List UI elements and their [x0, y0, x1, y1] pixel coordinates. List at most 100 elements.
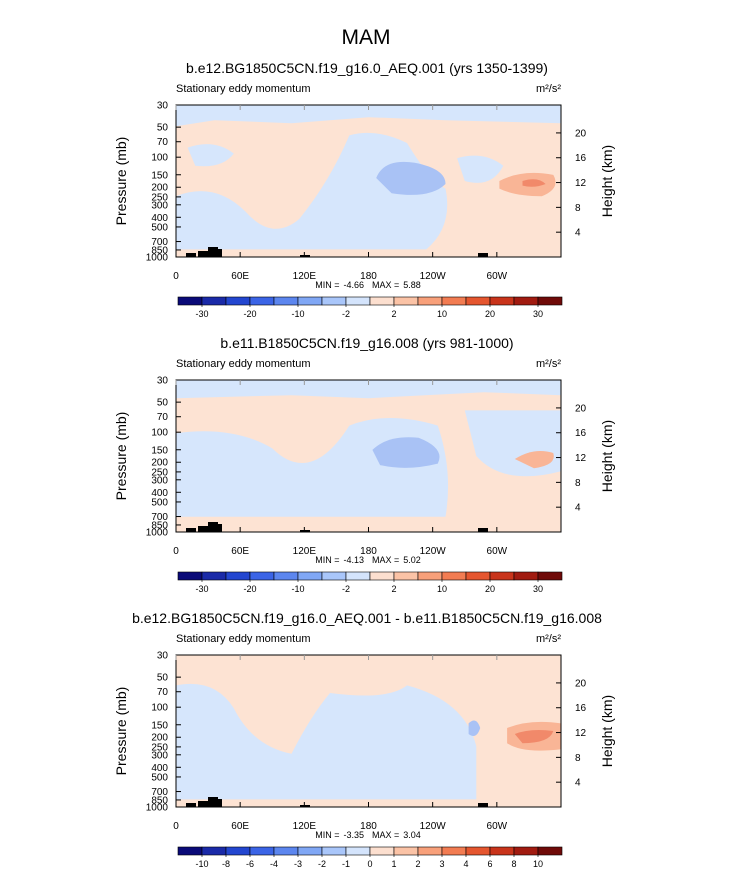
- y-tick-label: 30: [157, 651, 169, 662]
- colorbar-box: [249, 846, 275, 856]
- y2-axis-label: Height (km): [599, 145, 615, 217]
- y-tick-label: 30: [157, 376, 169, 387]
- terrain: [186, 803, 196, 807]
- contour-region: [176, 683, 477, 800]
- terrain: [198, 801, 208, 807]
- colorbar-box: [393, 296, 419, 306]
- y2-tick-label: 20: [575, 128, 587, 139]
- y2-tick-label: 12: [575, 453, 587, 464]
- y-axis-label: Pressure (mb): [113, 687, 129, 776]
- y-tick-label: 100: [151, 428, 168, 439]
- y-tick-label: 200: [151, 733, 168, 744]
- left-label: Stationary eddy momentum: [176, 358, 311, 370]
- colorbar-box: [249, 296, 275, 306]
- contour-region: [176, 418, 449, 517]
- colorbar-label: 20: [485, 584, 495, 594]
- colorbar-label: 20: [485, 309, 495, 319]
- colorbar-label: -10: [195, 859, 208, 869]
- colorbar-box: [201, 571, 227, 581]
- colorbar-box: [369, 296, 395, 306]
- terrain: [478, 253, 488, 257]
- colorbar-label: -20: [243, 309, 256, 319]
- x-tick-label: 0: [173, 546, 179, 557]
- colorbar-box: [537, 571, 563, 581]
- colorbar-box: [345, 296, 371, 306]
- colorbar-label: 10: [437, 309, 447, 319]
- y2-tick-label: 20: [575, 403, 587, 414]
- colorbar-box: [369, 846, 395, 856]
- y2-tick-label: 12: [575, 178, 587, 189]
- colorbar-box: [465, 846, 491, 856]
- x-tick-label: 180: [360, 821, 377, 832]
- y-tick-label: 1000: [146, 803, 169, 814]
- panel: b.e12.BG1850C5CN.f19_g16.0_AEQ.001 - b.e…: [113, 610, 615, 869]
- colorbar-box: [273, 571, 299, 581]
- colorbar-label: -1: [342, 859, 350, 869]
- x-tick-label: 120E: [293, 271, 317, 282]
- colorbar-label: 2: [391, 309, 396, 319]
- terrain: [212, 799, 222, 807]
- colorbar-label: -30: [195, 309, 208, 319]
- max-label: MAX =: [372, 830, 399, 840]
- y-tick-label: 850: [151, 245, 168, 256]
- colorbar-label: 4: [463, 859, 468, 869]
- min-label: MIN =: [315, 830, 339, 840]
- y2-tick-label: 4: [575, 228, 581, 239]
- max-label: MAX =: [372, 280, 399, 290]
- terrain: [300, 255, 310, 257]
- y-tick-label: 70: [157, 412, 169, 423]
- max: 3.04: [403, 830, 421, 840]
- x-tick-label: 120W: [420, 546, 447, 557]
- contour-region: [187, 144, 234, 167]
- colorbar-box: [177, 571, 203, 581]
- y-tick-label: 1000: [146, 253, 169, 264]
- colorbar-box: [297, 846, 323, 856]
- min-max: MIN = -3.35 MAX = 3.04: [315, 830, 421, 840]
- colorbar-box: [321, 571, 347, 581]
- min-label: MIN =: [315, 555, 339, 565]
- terrain: [212, 524, 222, 532]
- x-tick-label: 0: [173, 271, 179, 282]
- colorbar-label: 30: [533, 584, 543, 594]
- colorbar-label: 3: [439, 859, 444, 869]
- x-tick-label: 60W: [487, 821, 508, 832]
- terrain: [186, 253, 196, 257]
- colorbar-box: [345, 571, 371, 581]
- colorbar-box: [201, 296, 227, 306]
- max-label: MAX =: [372, 555, 399, 565]
- figure-title: MAM: [342, 26, 391, 49]
- y-tick-label: 300: [151, 200, 168, 211]
- colorbar-box: [537, 296, 563, 306]
- terrain: [198, 251, 208, 257]
- colorbar-label: -10: [291, 584, 304, 594]
- colorbar-label: -30: [195, 584, 208, 594]
- contour-region: [457, 155, 504, 183]
- y-tick-label: 500: [151, 772, 168, 783]
- x-tick-label: 0: [173, 821, 179, 832]
- y-tick-label: 50: [157, 673, 169, 684]
- x-tick-label: 180: [360, 271, 377, 282]
- colorbar-box: [441, 571, 467, 581]
- y2-tick-label: 16: [575, 428, 587, 439]
- y2-tick-label: 12: [575, 728, 587, 739]
- x-tick-label: 60E: [231, 546, 249, 557]
- colorbar-box: [369, 571, 395, 581]
- colorbar-label: -2: [342, 309, 350, 319]
- colorbar-box: [537, 846, 563, 856]
- colorbar-box: [225, 846, 251, 856]
- colorbar-box: [201, 846, 227, 856]
- colorbar-box: [177, 296, 203, 306]
- colorbar-label: 0: [367, 859, 372, 869]
- terrain: [198, 526, 208, 532]
- contour-region: [522, 179, 546, 187]
- x-tick-label: 120E: [293, 821, 317, 832]
- units: m²/s²: [536, 633, 561, 645]
- colorbar-box: [441, 846, 467, 856]
- colorbar-label: 30: [533, 309, 543, 319]
- y-tick-label: 300: [151, 750, 168, 761]
- colorbar-label: -6: [246, 859, 254, 869]
- left-label: Stationary eddy momentum: [176, 633, 311, 645]
- contour-region: [514, 730, 554, 744]
- y-tick-label: 500: [151, 497, 168, 508]
